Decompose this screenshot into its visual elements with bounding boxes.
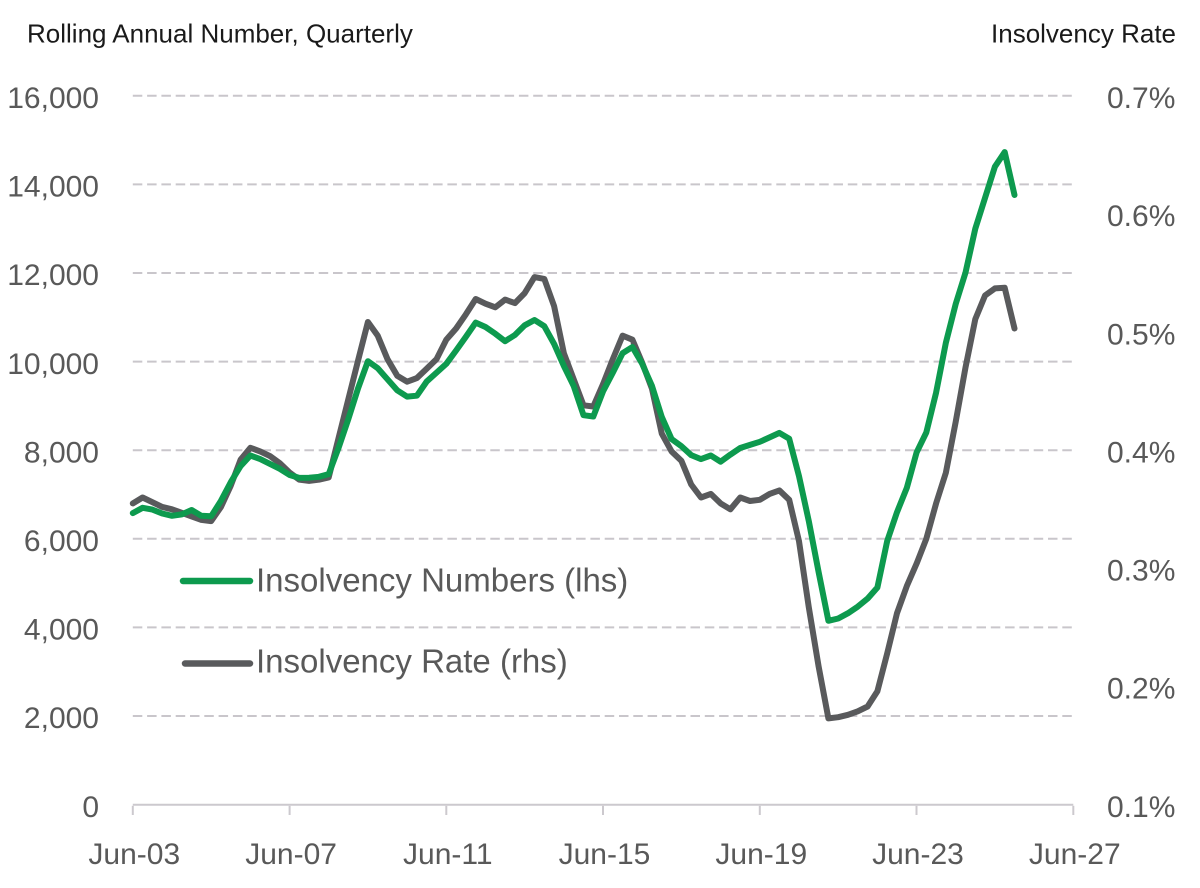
svg-text:0.7%: 0.7% [1107, 82, 1175, 115]
svg-text:0.1%: 0.1% [1107, 791, 1175, 824]
svg-text:Jun-07: Jun-07 [245, 838, 337, 871]
svg-text:2,000: 2,000 [24, 702, 99, 735]
svg-text:8,000: 8,000 [24, 436, 99, 469]
svg-text:0: 0 [82, 791, 99, 824]
svg-text:Jun-03: Jun-03 [88, 838, 180, 871]
svg-text:4,000: 4,000 [24, 614, 99, 647]
svg-text:0.4%: 0.4% [1107, 436, 1175, 469]
svg-text:Insolvency Rate (rhs): Insolvency Rate (rhs) [256, 643, 568, 680]
svg-text:Insolvency Rate: Insolvency Rate [991, 19, 1176, 49]
svg-text:Jun-11: Jun-11 [403, 838, 493, 871]
svg-text:16,000: 16,000 [7, 82, 99, 115]
svg-text:Jun-15: Jun-15 [559, 838, 651, 871]
svg-text:10,000: 10,000 [7, 348, 99, 381]
svg-text:Jun-27: Jun-27 [1029, 838, 1121, 871]
svg-text:0.5%: 0.5% [1107, 318, 1175, 351]
svg-text:0.6%: 0.6% [1107, 200, 1175, 233]
svg-text:12,000: 12,000 [7, 259, 99, 292]
svg-text:Insolvency Numbers (lhs): Insolvency Numbers (lhs) [256, 562, 628, 599]
svg-text:14,000: 14,000 [7, 171, 99, 204]
svg-text:6,000: 6,000 [24, 525, 99, 558]
svg-text:Rolling Annual Number, Quarter: Rolling Annual Number, Quarterly [27, 19, 413, 49]
svg-text:0.3%: 0.3% [1107, 555, 1175, 588]
svg-text:0.2%: 0.2% [1107, 673, 1175, 706]
svg-text:Jun-19: Jun-19 [715, 838, 807, 871]
svg-text:Jun-23: Jun-23 [872, 838, 964, 871]
